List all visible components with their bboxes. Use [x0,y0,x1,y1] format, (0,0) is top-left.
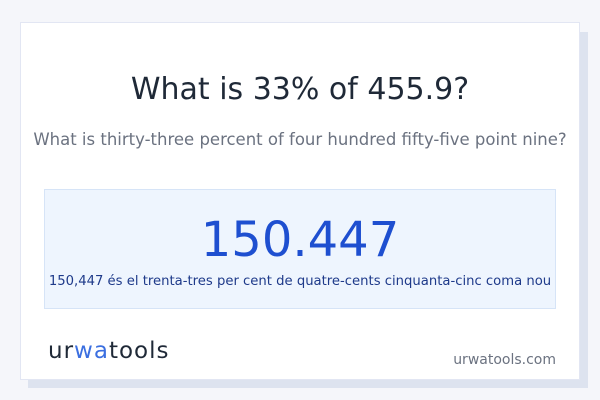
result-value: 150.447 [200,212,400,268]
logo-text-2: tools [108,338,170,364]
result-words: 150,447 és el trenta-tres per cent de qu… [48,274,552,289]
site-url: urwatools.com [453,352,556,368]
page-title: What is 33% of 455.9? [130,72,470,107]
page-subtitle: What is thirty-three percent of four hun… [33,130,567,149]
urwatools-logo: urwatools [48,338,170,364]
result-box: 150.447 150,447 és el trenta-tres per ce… [44,189,556,309]
logo-text-accent: wa [74,338,109,364]
logo-text-1: ur [48,338,75,364]
